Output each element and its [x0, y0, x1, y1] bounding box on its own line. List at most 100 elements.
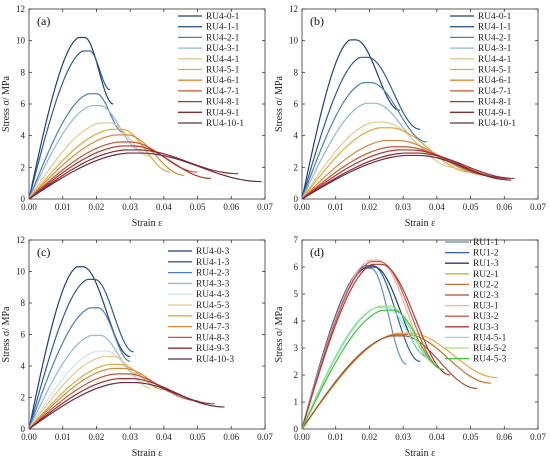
y-tick-label: 0	[294, 194, 299, 204]
y-tick-label: 10	[16, 267, 26, 277]
series-line-RU4-10-3	[28, 381, 225, 430]
y-tick-label: 3	[294, 343, 299, 353]
x-tick-label: 0.06	[223, 432, 239, 442]
x-axis-label: Strain ε	[405, 448, 436, 459]
series-line-RU4-5-2	[301, 305, 437, 430]
y-tick-label: 10	[289, 36, 299, 46]
y-tick-label: 0	[21, 424, 26, 434]
legend-label-RU4-6-3: RU4-6-3	[196, 312, 230, 322]
series-line-RU4-10-1	[28, 152, 262, 200]
legend-label-RU1-1: RU1-1	[473, 238, 499, 248]
y-tick-label: 6	[294, 262, 299, 272]
series-line-RU4-5-1	[28, 128, 171, 200]
x-tick-label: 0.01	[328, 432, 344, 442]
x-tick-label: 0.03	[122, 432, 138, 442]
legend-label-RU4-5-3: RU4-5-3	[473, 355, 507, 365]
series-line-RU1-2	[301, 265, 421, 430]
legend-label-RU4-2-3: RU4-2-3	[196, 269, 230, 279]
legend-label-RU4-7-3: RU4-7-3	[196, 323, 230, 333]
x-tick-label: 0.03	[395, 432, 411, 442]
series-line-RU2-3	[301, 335, 478, 430]
legend-label-RU4-2-1: RU4-2-1	[478, 33, 512, 43]
y-tick-label: 12	[16, 4, 25, 14]
series-line-RU4-1-3	[28, 278, 134, 430]
x-tick-label: 0.06	[496, 202, 512, 212]
y-axis-label: Stress σ/ MPa	[274, 75, 285, 132]
y-tick-label: 6	[294, 99, 299, 109]
y-tick-label: 2	[294, 162, 299, 172]
x-tick-label: 0.01	[55, 432, 71, 442]
y-tick-label: 2	[21, 162, 26, 172]
legend-label-RU4-8-1: RU4-8-1	[478, 98, 512, 108]
y-tick-label: 0	[21, 194, 26, 204]
series-line-RU4-2-1	[28, 93, 124, 200]
x-tick-label: 0.04	[429, 202, 445, 212]
x-tick-label: 0.00	[21, 432, 37, 442]
x-tick-label: 0.04	[156, 202, 172, 212]
panel-a: 0.00 0.01 0.02 0.03 0.04 0.05 0.06 0.07 0 2 4 6 8 10 1…	[1, 4, 273, 229]
x-tick-label: 0.01	[328, 202, 344, 212]
x-tick-label: 0.00	[294, 202, 310, 212]
legend-label-RU4-5-1: RU4-5-1	[478, 66, 512, 76]
y-tick-label: 6	[21, 330, 26, 340]
legend-label-RU4-5-3: RU4-5-3	[196, 301, 230, 311]
legend-label-RU1-3: RU1-3	[473, 259, 499, 269]
legend-label-RU4-10-1: RU4-10-1	[206, 119, 244, 129]
series-line-RU4-6-1	[301, 139, 488, 200]
legend-label-RU4-9-3: RU4-9-3	[196, 344, 230, 354]
series-line-RU4-6-3	[28, 363, 164, 430]
panel-label: (b)	[310, 14, 324, 28]
series-line-RU4-5-1	[301, 127, 471, 200]
y-tick-label: 4	[21, 131, 26, 141]
series-line-RU2-2	[301, 333, 491, 430]
panel-d: 0.00 0.01 0.02 0.03 0.04 0.05 0.06 0.07 0 1 2 3 4 5 6 7…	[274, 235, 546, 459]
x-tick-label: 0.06	[223, 202, 239, 212]
legend-label-RU4-1-3: RU4-1-3	[196, 258, 230, 268]
x-tick-label: 0.07	[530, 432, 546, 442]
y-tick-label: 6	[21, 99, 26, 109]
series-line-RU4-3-3	[28, 334, 137, 430]
x-tick-label: 0.03	[122, 202, 138, 212]
y-tick-label: 4	[21, 361, 26, 371]
x-axis-label: Strain ε	[132, 218, 163, 229]
series-line-RU4-1-1	[28, 50, 111, 200]
series-line-RU4-5-1	[301, 306, 431, 430]
legend-label-RU2-1: RU2-1	[473, 270, 499, 280]
legend-label-RU4-3-1: RU4-3-1	[206, 44, 240, 54]
legend-label-RU4-6-1: RU4-6-1	[478, 76, 512, 86]
series-line-RU4-8-3	[28, 373, 198, 430]
legend-label-RU4-5-1: RU4-5-1	[473, 333, 507, 343]
y-tick-label: 5	[294, 289, 299, 299]
panel-label: (c)	[37, 245, 50, 259]
series-line-RU4-8-1	[301, 149, 508, 200]
x-axis-label: Strain ε	[405, 218, 436, 229]
series-line-RU4-6-1	[28, 134, 185, 200]
legend-label-RU4-0-1: RU4-0-1	[478, 12, 512, 22]
legend-label-RU4-7-1: RU4-7-1	[206, 87, 240, 97]
legend-label-RU4-4-1: RU4-4-1	[206, 55, 240, 65]
series-line-RU4-5-3	[28, 355, 151, 430]
legend-label-RU4-9-1: RU4-9-1	[478, 108, 512, 118]
legend-label-RU4-5-1: RU4-5-1	[206, 66, 240, 76]
x-tick-label: 0.02	[89, 432, 105, 442]
legend-label-RU4-6-1: RU4-6-1	[206, 76, 240, 86]
y-tick-label: 1	[294, 397, 299, 407]
x-axis-label: Strain ε	[132, 448, 163, 459]
x-tick-label: 0.01	[55, 202, 71, 212]
series-line-RU4-1-1	[301, 56, 421, 200]
y-tick-label: 12	[289, 4, 298, 14]
x-tick-label: 0.00	[21, 202, 37, 212]
legend-label-RU4-5-2: RU4-5-2	[473, 344, 507, 354]
legend-label-RU2-3: RU2-3	[473, 291, 499, 301]
series-line-RU4-5-3	[301, 309, 444, 430]
x-tick-label: 0.06	[496, 432, 512, 442]
legend-label-RU2-2: RU2-2	[473, 280, 499, 290]
legend-label-RU4-1-1: RU4-1-1	[206, 23, 240, 33]
series-line-RU4-0-1	[301, 39, 400, 200]
legend-label-RU4-0-1: RU4-0-1	[206, 12, 240, 22]
x-tick-label: 0.02	[362, 202, 378, 212]
series-line-RU4-9-1	[28, 149, 239, 200]
panel-label: (a)	[37, 14, 50, 28]
panel-c: 0.00 0.01 0.02 0.03 0.04 0.05 0.06 0.07 0 2 4 6 8 10 1…	[1, 235, 273, 459]
